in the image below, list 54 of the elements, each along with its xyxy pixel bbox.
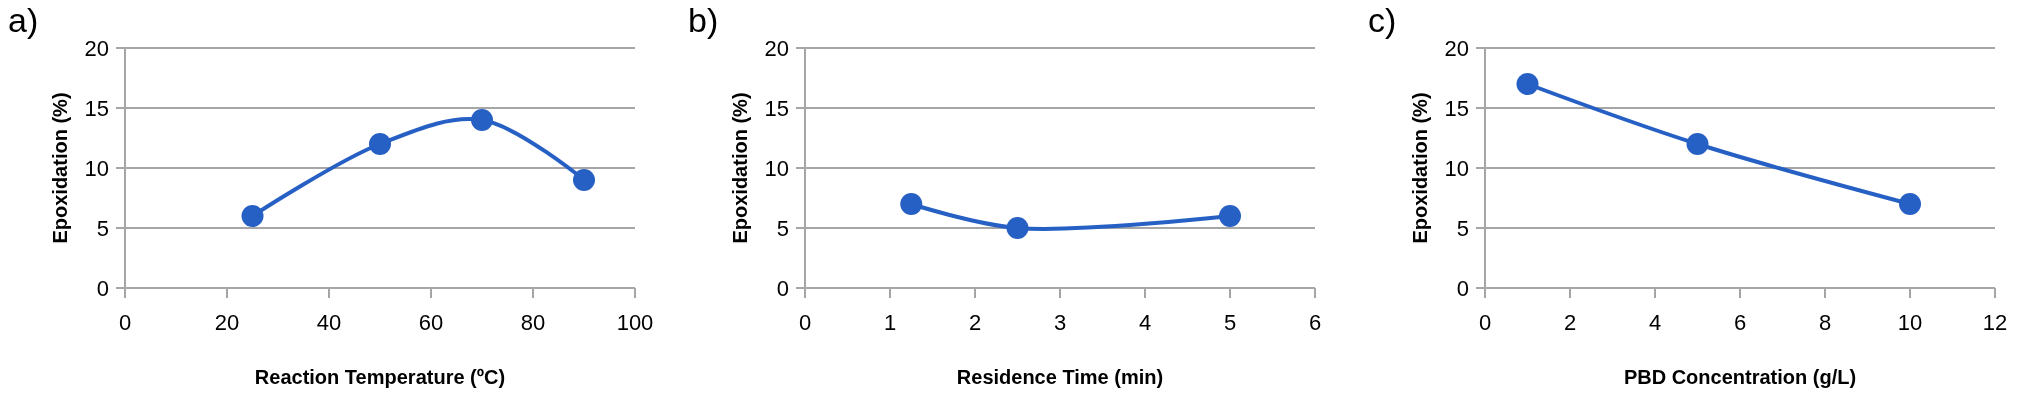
x-tick-label: 3 (1053, 310, 1067, 335)
y-tick-label: 5 (776, 215, 789, 241)
x-axis-title: Reaction Temperature (ºC) (254, 366, 506, 388)
point (1219, 205, 1241, 227)
x-tick-label: 2 (1563, 310, 1577, 335)
x-tick-label: 0 (798, 310, 812, 335)
y-axis-title: Epoxidation (%) (1409, 92, 1431, 244)
x-tick-label: 100 (616, 310, 654, 335)
y-tick-label: 10 (84, 155, 109, 181)
x-axis-title: Residence Time (min) (956, 366, 1164, 388)
point (369, 133, 391, 155)
x-tick-label: 1 (883, 310, 897, 335)
x-tick-label: 80 (520, 310, 546, 335)
x-tick-label: 40 (316, 310, 342, 335)
x-tick-label: 0 (1478, 310, 1492, 335)
x-tick-label: 2 (968, 310, 982, 335)
point (471, 109, 493, 131)
y-tick-label: 20 (1444, 35, 1469, 61)
chart-title: c) (1368, 1, 1397, 39)
y-tick-label: 20 (84, 35, 109, 61)
point (900, 193, 923, 215)
x-tick-label: 12 (1982, 310, 2008, 335)
x-axis-title: PBD Concentration (g/L) (1623, 366, 1857, 388)
x-tick-label: 6 (1308, 310, 1322, 335)
x-tick-label: 4 (1138, 310, 1152, 335)
y-tick-label: 20 (764, 35, 789, 61)
y-tick-label: 10 (764, 155, 789, 181)
point (1006, 217, 1029, 239)
y-axis-title: Epoxidation (%) (49, 92, 71, 244)
point (573, 169, 595, 191)
point (1899, 193, 1921, 215)
x-tick-label: 60 (418, 310, 444, 335)
x-tick-label: 6 (1733, 310, 1747, 335)
y-tick-label: 0 (96, 275, 109, 301)
y-tick-label: 0 (1456, 275, 1469, 301)
y-axis-title: Epoxidation (%) (729, 92, 751, 244)
point (241, 205, 264, 227)
x-tick-label: 10 (1897, 310, 1923, 335)
x-tick-label: 20 (214, 310, 240, 335)
y-tick-label: 15 (84, 95, 109, 121)
chart-title: b) (688, 1, 719, 39)
x-tick-label: 0 (118, 310, 132, 335)
y-tick-label: 15 (764, 95, 789, 121)
y-tick-label: 0 (776, 275, 789, 301)
point (1516, 73, 1539, 95)
point (1686, 133, 1709, 155)
y-tick-label: 5 (96, 215, 109, 241)
x-tick-label: 4 (1648, 310, 1662, 335)
chart-title: a) (8, 1, 39, 39)
x-tick-label: 5 (1223, 310, 1237, 335)
y-tick-label: 5 (1456, 215, 1469, 241)
y-tick-label: 15 (1444, 95, 1469, 121)
y-tick-label: 10 (1444, 155, 1469, 181)
x-tick-label: 8 (1818, 310, 1832, 335)
